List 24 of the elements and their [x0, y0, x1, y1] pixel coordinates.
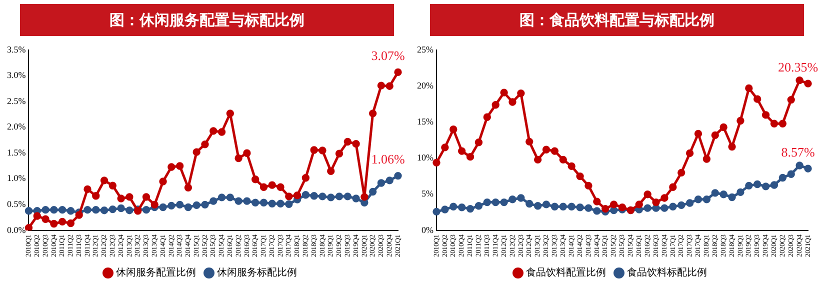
y-tick-label: 0% [421, 224, 434, 235]
legend-label: 休闲服务标配比例 [217, 266, 297, 279]
y-tick-label: 2.5% [6, 96, 26, 106]
y-tick-label: 1.5% [6, 147, 26, 158]
y-tick-label: 3.0% [6, 70, 26, 80]
y-tick-label: 1.0% [6, 173, 26, 184]
annotation: 8.57% [781, 144, 815, 160]
y-tick-label: 15% [416, 116, 434, 127]
y-tick-label: 0.0% [6, 224, 26, 235]
chart-title: 图：休闲服务配置与标配比例 [20, 4, 394, 36]
annotation: 1.06% [371, 152, 405, 167]
y-tick-label: 10% [416, 152, 434, 163]
y-tick-label: 20% [416, 80, 434, 90]
y-tick-label: 25% [416, 44, 434, 54]
y-tick-label: 3.5% [6, 44, 26, 54]
y-tick-label: 5% [421, 188, 434, 199]
legend-label: 休闲服务配置比例 [116, 266, 196, 279]
chart-title: 图：食品饮料配置与标配比例 [430, 4, 804, 36]
annotation: 20.35% [778, 59, 818, 74]
y-tick-label: 0.5% [6, 199, 26, 210]
legend-label: 食品饮料配置比例 [526, 266, 606, 279]
y-tick-label: 2.0% [6, 122, 26, 132]
legend-label: 食品饮料标配比例 [627, 266, 707, 279]
annotation: 3.07% [371, 48, 405, 64]
